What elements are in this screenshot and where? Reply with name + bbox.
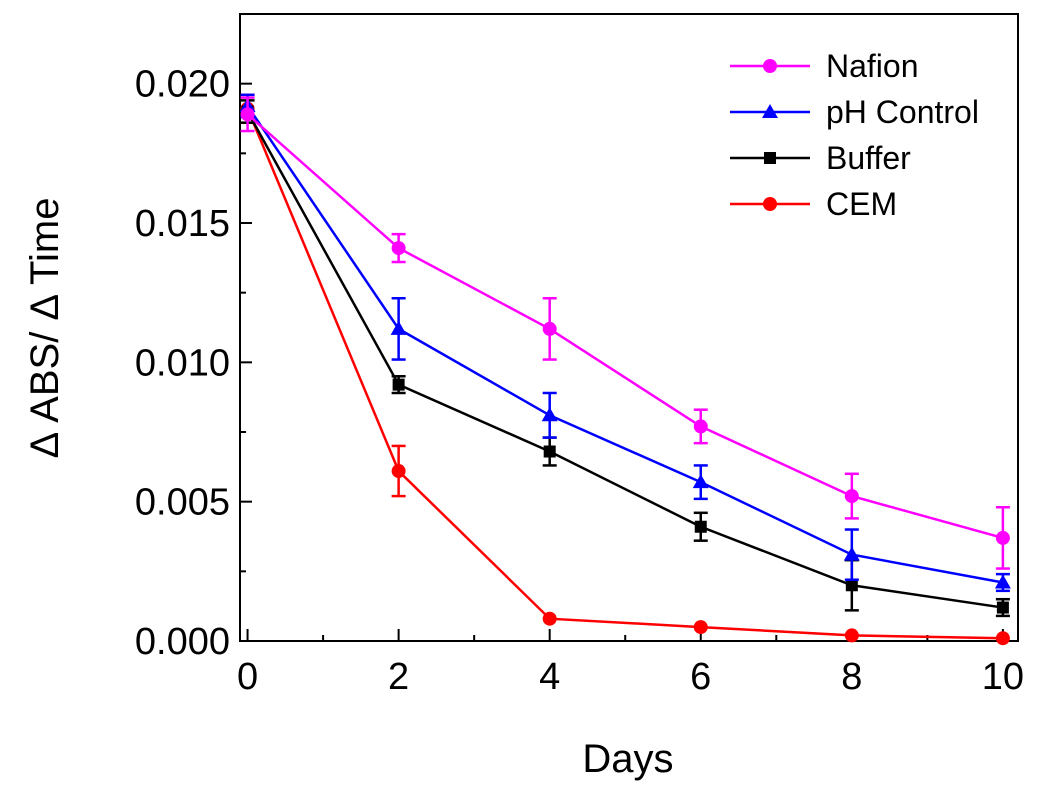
legend-label-buffer: Buffer <box>826 140 911 176</box>
data-point <box>692 474 709 489</box>
data-point <box>391 464 406 479</box>
x-tick-label: 4 <box>539 656 560 698</box>
data-point <box>541 407 558 422</box>
plot-frame <box>239 13 1019 642</box>
legend-marker-cem <box>763 197 777 211</box>
legend-marker-ph-control <box>762 104 778 118</box>
data-point <box>995 530 1010 545</box>
x-tick-label: 0 <box>237 656 258 698</box>
y-axis-title: Δ ABS/ Δ Time <box>23 198 67 459</box>
legend-label-nafion: Nafion <box>826 48 919 84</box>
x-tick-label: 10 <box>982 656 1024 698</box>
series-line-nafion <box>246 113 1004 540</box>
data-point <box>843 546 860 561</box>
y-tick-label: 0.020 <box>135 64 230 106</box>
data-point <box>694 520 707 533</box>
y-tick-label: 0.005 <box>135 482 230 524</box>
data-point <box>693 620 708 635</box>
data-point <box>392 378 405 391</box>
x-axis-title: Days <box>582 737 673 781</box>
series-line-cem <box>246 108 1003 640</box>
x-tick-label: 2 <box>388 656 409 698</box>
x-tick-label: 6 <box>690 656 711 698</box>
data-point <box>693 419 708 434</box>
series-line-ph-control <box>246 105 1004 584</box>
y-tick-label: 0.000 <box>135 621 230 663</box>
data-point <box>391 241 406 256</box>
legend-marker-nafion <box>763 59 777 73</box>
data-point <box>996 601 1009 614</box>
data-point <box>240 107 255 122</box>
data-point <box>844 628 859 643</box>
series-line-buffer <box>246 110 1004 609</box>
data-point <box>542 321 557 336</box>
data-point <box>844 489 859 504</box>
x-tick-label: 8 <box>841 656 862 698</box>
legend: Nafion pH Control Buffer CEM <box>730 48 979 222</box>
data-point <box>542 611 557 626</box>
data-point <box>845 579 858 592</box>
data-point <box>543 445 556 458</box>
data-point <box>390 320 407 335</box>
legend-label-ph-control: pH Control <box>826 94 979 130</box>
series-nafion <box>240 96 1010 570</box>
y-tick-label: 0.015 <box>135 203 230 245</box>
data-point <box>995 631 1010 646</box>
data-point <box>994 574 1011 589</box>
y-tick-label: 0.010 <box>135 342 230 384</box>
series-buffer <box>240 99 1010 618</box>
legend-label-cem: CEM <box>826 186 897 222</box>
legend-marker-buffer <box>764 152 776 164</box>
